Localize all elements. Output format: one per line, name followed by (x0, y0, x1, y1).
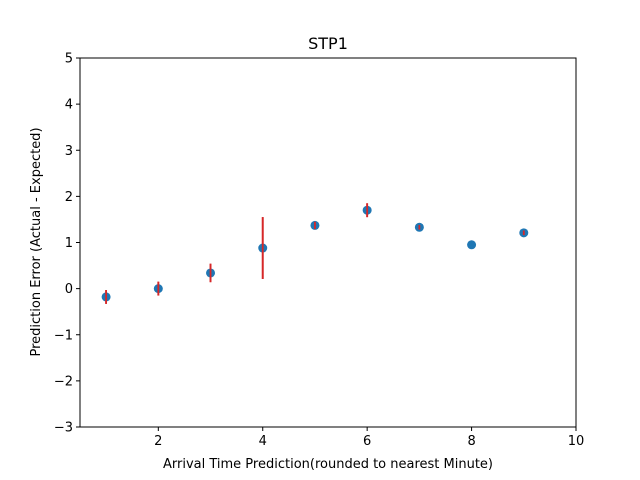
y-axis-label: Prediction Error (Actual - Expected) (29, 127, 44, 356)
y-tick-label: 0 (65, 282, 73, 297)
x-tick-label: 8 (467, 434, 475, 449)
x-tick-label: 6 (363, 434, 371, 449)
y-tick-label: 5 (65, 52, 73, 67)
data-point (467, 240, 477, 250)
y-tick-label: −3 (54, 421, 73, 436)
chart-title: STP1 (308, 34, 348, 53)
y-tick-label: −1 (54, 328, 73, 343)
y-tick-label: 3 (65, 144, 73, 159)
y-tick-label: 4 (65, 98, 73, 113)
x-tick-label: 4 (259, 434, 267, 449)
plot-frame (79, 57, 577, 428)
x-tick-label: 10 (568, 434, 585, 449)
y-tick-label: 2 (65, 190, 73, 205)
x-axis-label: Arrival Time Prediction(rounded to neare… (163, 457, 493, 472)
x-tick-label: 2 (154, 434, 162, 449)
y-tick-label: −2 (54, 374, 73, 389)
y-tick-label: 1 (65, 236, 73, 251)
